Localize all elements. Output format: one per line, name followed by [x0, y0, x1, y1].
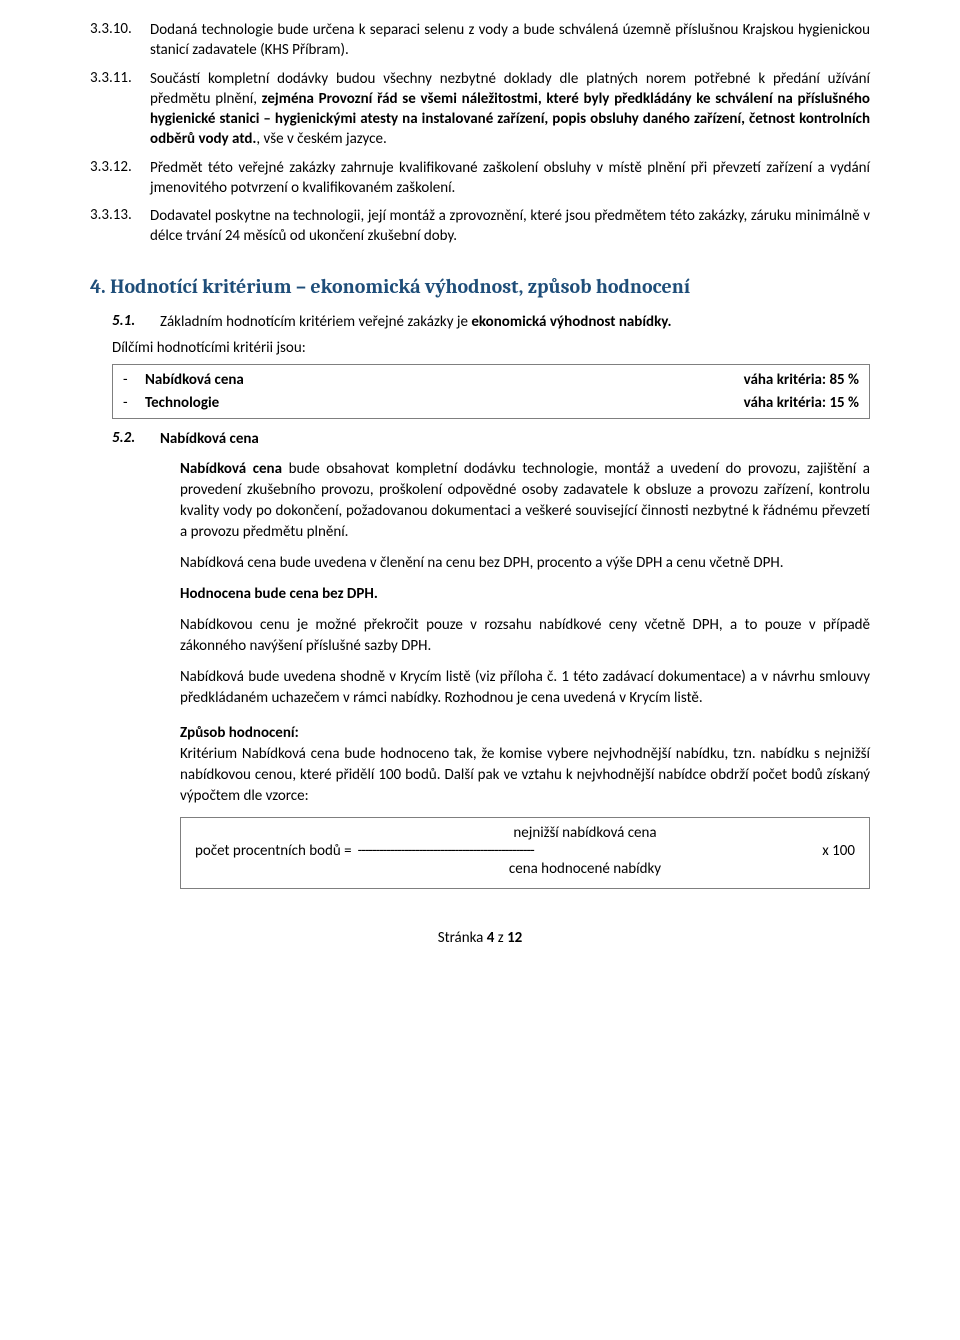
section-title: Hodnotící kritérium – ekonomická výhodno…	[110, 275, 690, 298]
text-after: , vše v českém jazyce.	[256, 130, 386, 148]
sub-number: 5.1.	[112, 312, 160, 332]
footer-before: Stránka	[438, 929, 487, 947]
paragraph: Nabídkovou cenu je možné překročit pouze…	[180, 615, 870, 657]
section-4-heading: 4. Hodnotící kritérium – ekonomická výho…	[90, 275, 870, 298]
criteria-weight: váha kritéria: 15 %	[744, 392, 859, 415]
criteria-weight: váha kritéria: 85 %	[744, 369, 859, 392]
formula-dashes: ----------------------------------------…	[358, 842, 817, 860]
criteria-box: - Nabídková cena váha kritéria: 85 % - T…	[112, 364, 870, 419]
section-num: 4.	[90, 275, 106, 298]
item-number: 3.3.10.	[90, 20, 150, 61]
paragraph: Nabídková bude uvedena shodně v Krycím l…	[180, 667, 870, 709]
paragraph-bold: Způsob hodnocení:	[180, 723, 870, 744]
sub-number: 5.2.	[112, 429, 160, 449]
dash-icon: -	[123, 369, 145, 392]
formula-lhs: počet procentních bodů =	[195, 842, 352, 860]
formula-middle: počet procentních bodů = ---------------…	[195, 842, 855, 860]
item-number: 3.3.13.	[90, 206, 150, 247]
footer-mid: z	[494, 929, 507, 947]
criteria-row: - Nabídková cena váha kritéria: 85 %	[123, 369, 859, 392]
paragraph: Nabídková cena bude uvedena v členění na…	[180, 553, 870, 574]
page-footer: Stránka 4 z 12	[90, 929, 870, 947]
item-3-3-11: 3.3.11. Součástí kompletní dodávky budou…	[90, 69, 870, 150]
item-text: Součástí kompletní dodávky budou všechny…	[150, 69, 870, 150]
sub-text: Základním hodnotícím kritériem veřejné z…	[160, 312, 870, 332]
sub-5-1: 5.1. Základním hodnotícím kritériem veře…	[112, 312, 870, 332]
formula-denominator: cena hodnocené nabídky	[315, 860, 855, 878]
formula-numerator: nejnižší nabídková cena	[315, 824, 855, 842]
p1-bold: Nabídková cena	[180, 460, 282, 478]
paragraph: Kritérium Nabídková cena bude hodnoceno …	[180, 744, 870, 807]
criteria-label: Technologie	[145, 392, 385, 415]
formula-x100: x 100	[822, 842, 855, 860]
item-3-3-12: 3.3.12. Předmět této veřejné zakázky zah…	[90, 158, 870, 199]
item-text: Předmět této veřejné zakázky zahrnuje kv…	[150, 158, 870, 199]
sub-label: Nabídková cena	[160, 429, 870, 449]
document-page: 3.3.10. Dodaná technologie bude určena k…	[0, 0, 960, 987]
item-text: Dodavatel poskytne na technologii, její …	[150, 206, 870, 247]
body-block: Nabídková cena bude obsahovat kompletní …	[180, 459, 870, 807]
paragraph: Nabídková cena bude obsahovat kompletní …	[180, 459, 870, 543]
criteria-row: - Technologie váha kritéria: 15 %	[123, 392, 859, 415]
text-bold: ekonomická výhodnost nabídky.	[471, 313, 671, 331]
dash-icon: -	[123, 392, 145, 415]
item-number: 3.3.12.	[90, 158, 150, 199]
formula-box: nejnižší nabídková cena počet procentníc…	[180, 817, 870, 889]
item-number: 3.3.11.	[90, 69, 150, 150]
dilcimi-line: Dílčími hodnotícími kritérii jsou:	[112, 338, 870, 358]
item-3-3-10: 3.3.10. Dodaná technologie bude určena k…	[90, 20, 870, 61]
item-3-3-13: 3.3.13. Dodavatel poskytne na technologi…	[90, 206, 870, 247]
p1-text: bude obsahovat kompletní dodávku technol…	[180, 460, 870, 541]
paragraph-bold: Hodnocena bude cena bez DPH.	[180, 584, 870, 605]
footer-total: 12	[507, 929, 522, 947]
criteria-label: Nabídková cena	[145, 369, 385, 392]
text-before: Základním hodnotícím kritériem veřejné z…	[160, 313, 471, 331]
sub-5-2: 5.2. Nabídková cena	[112, 429, 870, 449]
item-text: Dodaná technologie bude určena k separac…	[150, 20, 870, 61]
